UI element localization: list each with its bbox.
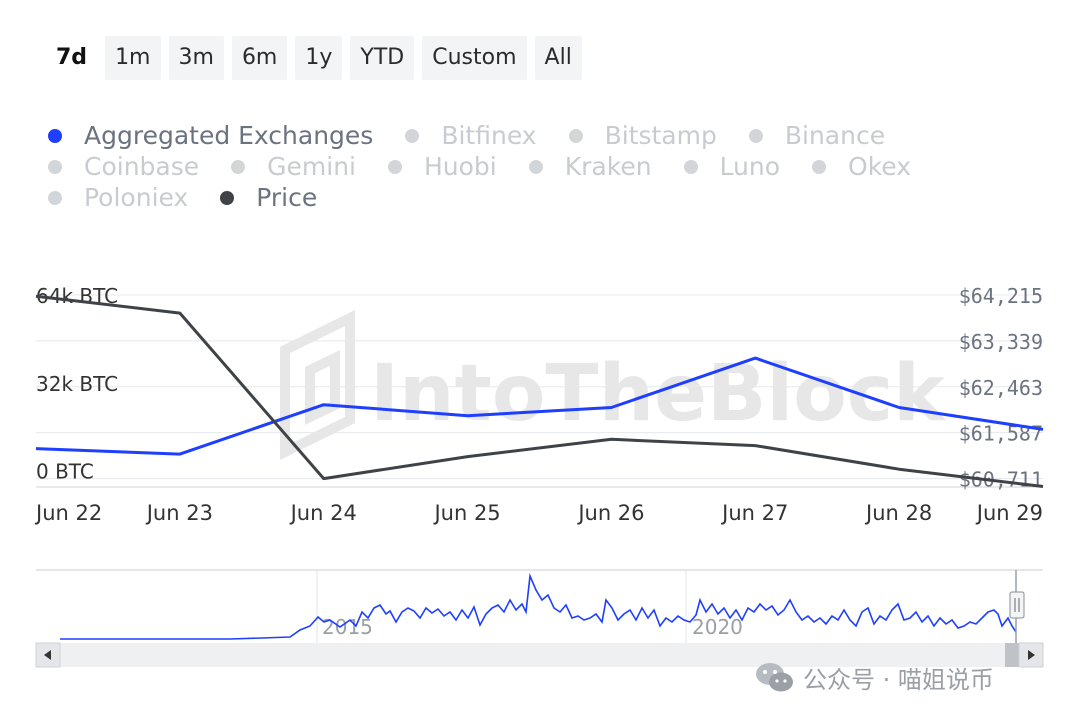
legend-item-coinbase[interactable]: Coinbase — [48, 152, 199, 181]
legend-item-okex[interactable]: Okex — [812, 152, 911, 181]
legend-label: Bitfinex — [441, 121, 537, 150]
range-button-1y[interactable]: 1y — [295, 36, 343, 80]
legend-row: Coinbase Gemini Huobi Kraken Luno Okex — [48, 151, 1048, 182]
left-tick-label: 0 BTC — [36, 460, 94, 484]
credit-text: 公众号 · 喵姐说币 — [803, 666, 994, 694]
left-tick-label: 32k BTC — [36, 372, 118, 396]
legend-dot-icon — [48, 159, 62, 174]
legend-row: Poloniex Price — [48, 182, 1048, 213]
x-tick-label: Jun 28 — [864, 501, 932, 525]
chart-gridlines — [36, 294, 1043, 488]
x-tick-label: Jun 22 — [34, 501, 102, 525]
right-tick-label: $63,339 — [959, 330, 1043, 354]
legend-label: Poloniex — [84, 183, 189, 212]
legend-item-gemini[interactable]: Gemini — [231, 152, 356, 181]
right-tick-label: $64,215 — [959, 284, 1043, 308]
legend-item-bitstamp[interactable]: Bitstamp — [568, 121, 717, 150]
time-range-selector: 7d 1m 3m 6m 1y YTD Custom All — [46, 36, 582, 80]
legend-label: Bitstamp — [604, 121, 717, 150]
navigator-history-line — [60, 572, 1017, 640]
x-tick-label: Jun 29 — [975, 501, 1043, 525]
wechat-icon — [756, 662, 793, 691]
legend-dot-icon — [48, 190, 62, 205]
x-tick-label: Jun 23 — [145, 501, 213, 525]
legend-item-binance[interactable]: Binance — [748, 121, 886, 150]
legend-label: Gemini — [267, 152, 356, 181]
chart-legend: Aggregated Exchanges Bitfinex Bitstamp Bina… — [48, 120, 1048, 213]
legend-item-price[interactable]: Price — [220, 183, 317, 212]
series-line-price — [35, 294, 1044, 488]
legend-item-aggregated-exchanges[interactable]: Aggregated Exchanges — [48, 121, 373, 150]
navigator-label-2015: 2015 — [322, 615, 373, 639]
right-tick-label: $62,463 — [959, 376, 1043, 400]
right-tick-label: $60,711 — [959, 468, 1043, 492]
legend-label: Okex — [848, 152, 912, 181]
legend-item-bitfinex[interactable]: Bitfinex — [405, 121, 537, 150]
range-button-ytd[interactable]: YTD — [350, 36, 415, 80]
legend-dot-icon — [231, 159, 246, 174]
legend-item-kraken[interactable]: Kraken — [528, 152, 652, 181]
navigator-label-2020: 2020 — [692, 615, 743, 639]
x-tick-label: Jun 27 — [720, 501, 788, 525]
range-button-all[interactable]: All — [534, 36, 582, 80]
legend-dot-icon — [812, 159, 827, 174]
legend-dot-icon — [748, 128, 763, 143]
scroll-left-arrow-icon[interactable] — [44, 650, 51, 660]
legend-dot-icon — [568, 128, 583, 143]
chart-series — [35, 294, 1044, 488]
x-axis: Jun 22 Jun 23 Jun 24 Jun 25 Jun 26 Jun 27 Jun … — [34, 501, 1043, 525]
watermark-text: IntoTheBlock — [370, 349, 947, 439]
legend-dot-icon — [48, 128, 62, 143]
range-button-3m[interactable]: 3m — [168, 36, 224, 80]
legend-dot-icon — [405, 128, 420, 143]
legend-label: Coinbase — [84, 152, 200, 181]
legend-row: Aggregated Exchanges Bitfinex Bitstamp Bina… — [48, 120, 1048, 151]
intotheblock-watermark: IntoTheBlock — [280, 309, 947, 461]
legend-label: Aggregated Exchanges — [84, 121, 374, 150]
scroll-right-arrow-icon[interactable] — [1028, 650, 1035, 660]
legend-dot-icon — [528, 159, 543, 174]
right-tick-label: $61,587 — [959, 422, 1043, 446]
legend-label: Binance — [784, 121, 886, 150]
scrollbar-thumb[interactable] — [1005, 643, 1019, 667]
legend-dot-icon — [387, 159, 402, 174]
legend-dot-icon — [683, 159, 698, 174]
legend-item-huobi[interactable]: Huobi — [387, 152, 497, 181]
legend-label: Kraken — [564, 152, 652, 181]
navigator-handle[interactable] — [1009, 570, 1025, 643]
legend-item-poloniex[interactable]: Poloniex — [48, 183, 188, 212]
legend-label: Luno — [719, 152, 781, 181]
legend-label: Price — [256, 183, 318, 212]
x-tick-label: Jun 24 — [289, 501, 357, 525]
legend-item-luno[interactable]: Luno — [683, 152, 781, 181]
legend-label: Huobi — [423, 152, 497, 181]
x-tick-label: Jun 26 — [576, 501, 644, 525]
range-button-7d[interactable]: 7d — [56, 45, 88, 70]
wechat-credit: 公众号 · 喵姐说币 — [755, 660, 994, 695]
intotheblock-logo-icon — [280, 309, 355, 461]
series-line-aggregated-exchanges — [35, 356, 1044, 456]
right-axis: $60,711 $61,587 $62,463 $63,339 $64,215 — [959, 284, 1043, 492]
legend-dot-icon — [220, 190, 235, 205]
range-button-1m[interactable]: 1m — [105, 36, 161, 80]
range-button-6m[interactable]: 6m — [231, 36, 288, 80]
x-tick-label: Jun 25 — [432, 501, 500, 525]
range-button-custom[interactable]: Custom — [422, 36, 527, 80]
